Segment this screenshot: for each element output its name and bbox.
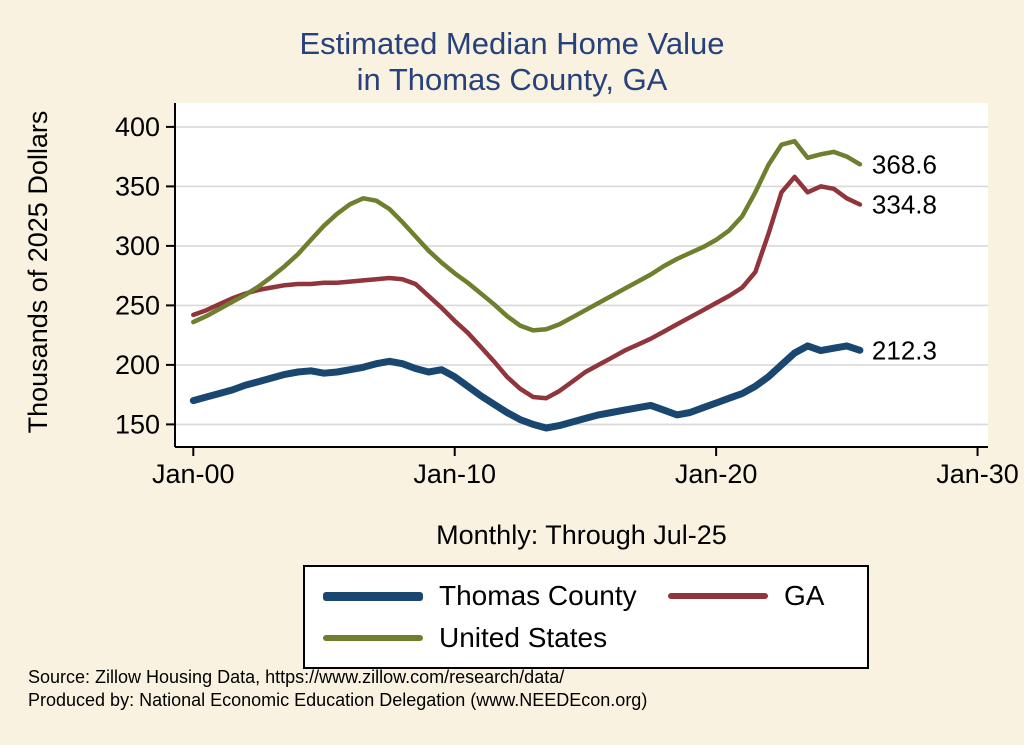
x-tick-label-jan-30: Jan-30	[936, 459, 1019, 489]
x-tick-label-jan-00: Jan-00	[152, 459, 235, 489]
x-tick-label-jan-10: Jan-10	[413, 459, 496, 489]
plot-svg: 150 200 250 300 350 400 Jan-00 Jan-10 Jan-20 Jan-…	[115, 103, 1019, 489]
y-tick-label-300: 300	[115, 231, 160, 261]
x-axis-note: Monthly: Through Jul-25	[436, 520, 727, 550]
legend-label-thomas-county: Thomas County	[439, 580, 637, 611]
legend-swatch-thomas-county	[323, 591, 423, 601]
series-line-united-states	[191, 138, 863, 333]
legend-swatch-ga	[668, 593, 768, 599]
x-tick-label-jan-20: Jan-20	[675, 459, 758, 489]
legend-item-ga: GA	[668, 579, 867, 613]
end-label-ga: 334.8	[872, 189, 937, 219]
y-tick-label-200: 200	[115, 350, 160, 380]
legend-label-ga: GA	[784, 580, 825, 611]
y-tick-label-150: 150	[115, 409, 160, 439]
chart-title-line1: Estimated Median Home Value	[299, 26, 725, 61]
y-tick-label-250: 250	[115, 290, 160, 320]
legend-item-thomas-county: Thomas County	[323, 579, 668, 613]
series-line-ga	[191, 174, 863, 401]
producer-line: Produced by: National Economic Education…	[28, 690, 648, 710]
source-line: Source: Zillow Housing Data, https://www…	[28, 667, 565, 687]
y-tick-label-400: 400	[115, 112, 160, 142]
chart-title: Estimated Median Home Value in Thomas Co…	[0, 26, 1024, 98]
chart-title-line2: in Thomas County, GA	[356, 62, 668, 97]
end-label-thomas-county: 212.3	[872, 335, 937, 365]
y-tick-label-350: 350	[115, 171, 160, 201]
plot-background	[175, 103, 988, 447]
end-label-united-states: 368.6	[872, 149, 937, 179]
legend-swatch-united-states	[323, 635, 423, 641]
series-line-thomas-county	[189, 342, 864, 432]
legend: Thomas County GA United States	[303, 565, 869, 669]
legend-label-united-states: United States	[439, 622, 608, 653]
legend-item-united-states: United States	[323, 621, 668, 655]
source-note: Source: Zillow Housing Data, https://www…	[28, 666, 647, 712]
